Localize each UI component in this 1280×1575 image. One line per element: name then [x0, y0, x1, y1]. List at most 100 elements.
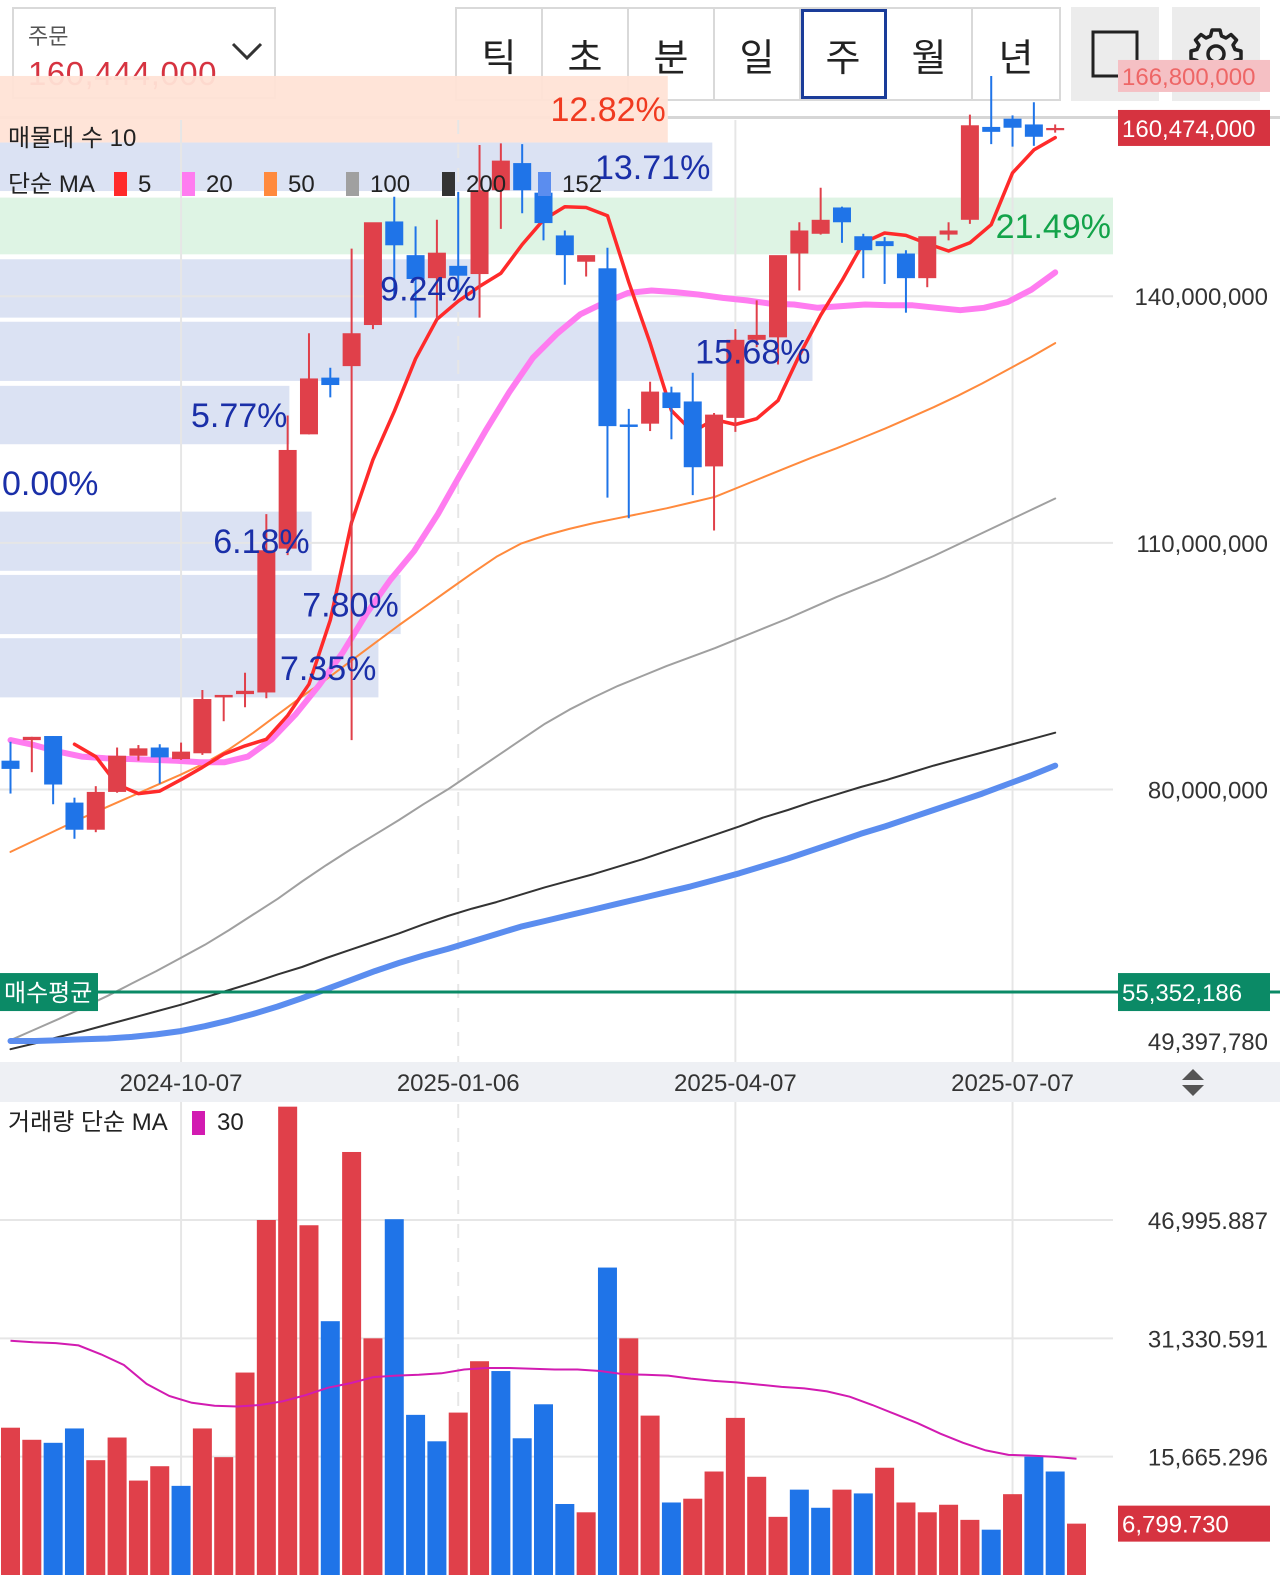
profile-percent-label: 12.82%	[550, 91, 665, 129]
candle-body	[406, 255, 425, 279]
ma-legend-label: 20	[206, 171, 233, 198]
candle-body	[513, 163, 532, 191]
candle	[278, 415, 297, 556]
profile-band	[0, 75, 668, 143]
current-price-badge	[1118, 109, 1270, 146]
profile-percent-label: 21.49%	[996, 208, 1111, 246]
volume-ma-legend-label: 30	[217, 1109, 244, 1136]
profile-band	[0, 259, 479, 318]
candle-body	[577, 255, 596, 262]
ma-legend-swatch	[182, 172, 195, 196]
candle	[449, 191, 468, 294]
candle	[342, 248, 361, 741]
candle	[832, 206, 851, 243]
volume-bar	[1003, 1494, 1023, 1575]
square-icon	[1091, 30, 1139, 78]
candle	[363, 222, 382, 330]
candle	[577, 255, 596, 277]
candle-body	[790, 230, 809, 254]
candle	[193, 689, 212, 755]
volume-bar	[640, 1415, 660, 1575]
ma-5-line	[72, 135, 1057, 796]
candle	[939, 222, 958, 241]
ma-legend-label: 50	[288, 171, 315, 198]
candle-body	[1003, 118, 1022, 128]
order-label: 주문	[28, 24, 69, 49]
candle	[811, 187, 830, 235]
ma-legend-label: 5	[138, 171, 151, 198]
profile-percent-label: 15.68%	[695, 333, 810, 371]
candle-body	[427, 252, 446, 279]
average-price-label: 매수평균	[4, 980, 92, 1007]
volume-y-tick-label: 15,665.296	[1148, 1445, 1268, 1472]
candle-body	[896, 253, 915, 279]
candle-body	[939, 230, 958, 235]
hidden-high-badge	[1118, 59, 1270, 92]
candle-body	[214, 694, 233, 698]
candle	[598, 247, 617, 498]
candle	[555, 230, 574, 285]
volume-bar	[363, 1338, 383, 1575]
volume-panel: 46,995.887 31,330.591 15,665.296 6,799.730	[1, 1106, 1270, 1575]
volume-bar	[512, 1438, 532, 1575]
candle	[747, 300, 766, 348]
current-volume-badge	[1118, 1505, 1270, 1542]
candle	[385, 196, 404, 298]
candle	[705, 412, 724, 531]
volume-bar	[555, 1503, 575, 1575]
y-tick-label: 49,397,780	[1148, 1029, 1268, 1056]
candle-body	[278, 449, 297, 549]
ma-152-line	[7, 762, 1059, 1044]
volume-y-tick-label: 31,330.591	[1148, 1326, 1268, 1353]
period-week-button[interactable]: 주	[801, 9, 887, 99]
volume-bar	[1024, 1456, 1044, 1575]
volume-bar	[64, 1428, 84, 1575]
ma-legend-swatch	[264, 172, 277, 196]
volume-bar	[939, 1504, 959, 1575]
volume-bar	[214, 1457, 234, 1575]
volume-bar	[917, 1512, 937, 1575]
overlay: 12.82% 13.71% 21.49% 9.24% 15.68% 5.77% 0.00% 6…	[0, 91, 1280, 1012]
ma-legend-swatch	[442, 172, 455, 196]
candle-body	[662, 392, 681, 409]
candle-body	[683, 401, 702, 468]
current-price-label: 160,474,000	[1122, 116, 1255, 143]
candle-body	[299, 378, 318, 435]
profile-percent-label: 6.18%	[213, 523, 309, 561]
candle-body	[470, 190, 489, 275]
candle	[470, 145, 489, 318]
profile-percent-label: 0.00%	[2, 465, 98, 503]
period-year-button[interactable]: 년	[973, 9, 1059, 99]
candle	[299, 333, 318, 435]
candle-body	[129, 748, 148, 756]
average-price-badge	[1118, 973, 1270, 1012]
candle-body	[385, 221, 404, 246]
x-tick-label: 2025-01-06	[397, 1070, 520, 1097]
candle-body	[832, 207, 851, 223]
volume-profile-legend: 매물대 수 10	[8, 125, 136, 152]
x-tick-label: 2025-07-07	[951, 1070, 1074, 1097]
candle	[641, 381, 660, 432]
candle	[619, 408, 638, 519]
ma-legend-swatch	[538, 172, 551, 196]
candle	[513, 144, 532, 214]
volume-bar	[981, 1529, 1001, 1575]
candle	[683, 372, 702, 496]
candle	[65, 797, 84, 839]
volume-bar	[299, 1225, 319, 1575]
candle	[1, 741, 20, 794]
period-month-button[interactable]: 월	[887, 9, 973, 99]
volume-bar	[278, 1106, 298, 1575]
candle	[854, 233, 873, 279]
period-day-button[interactable]: 일	[715, 9, 801, 99]
candle-body	[193, 699, 212, 754]
profile-percent-label: 7.35%	[280, 650, 376, 688]
volume-bar	[427, 1441, 447, 1575]
candle-body	[555, 235, 574, 256]
candle-body	[44, 736, 63, 785]
average-price-label-bg	[0, 973, 98, 1012]
volume-ma-line	[10, 1339, 1077, 1460]
grid	[0, 120, 1113, 1575]
volume-bar	[725, 1417, 745, 1575]
